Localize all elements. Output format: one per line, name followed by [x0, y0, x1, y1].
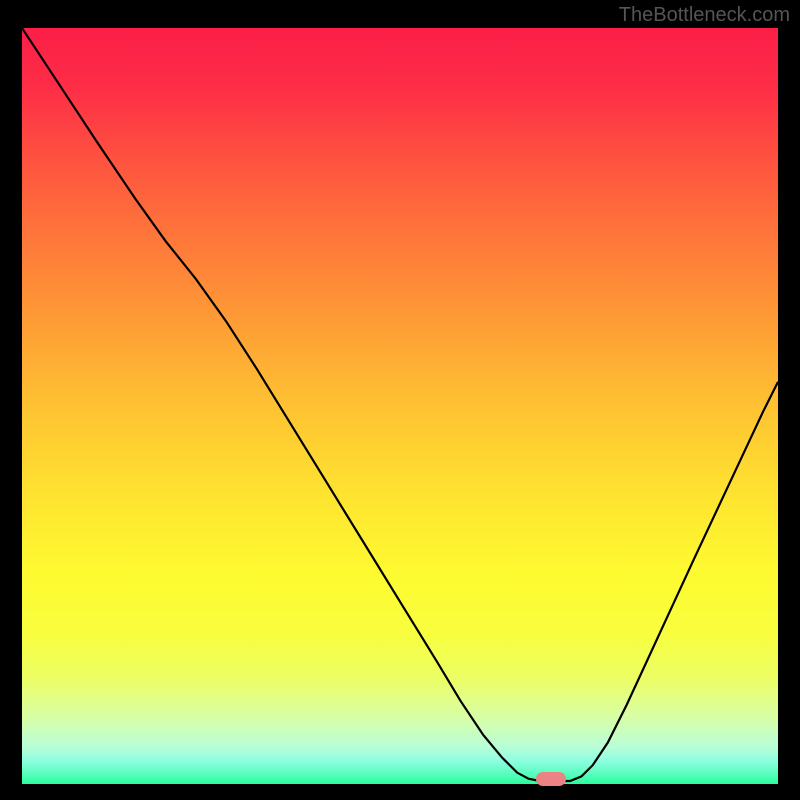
watermark-text: TheBottleneck.com: [619, 4, 790, 27]
optimal-marker: [536, 772, 566, 786]
plot-area: [22, 28, 778, 784]
bottleneck-curve: [22, 28, 778, 784]
